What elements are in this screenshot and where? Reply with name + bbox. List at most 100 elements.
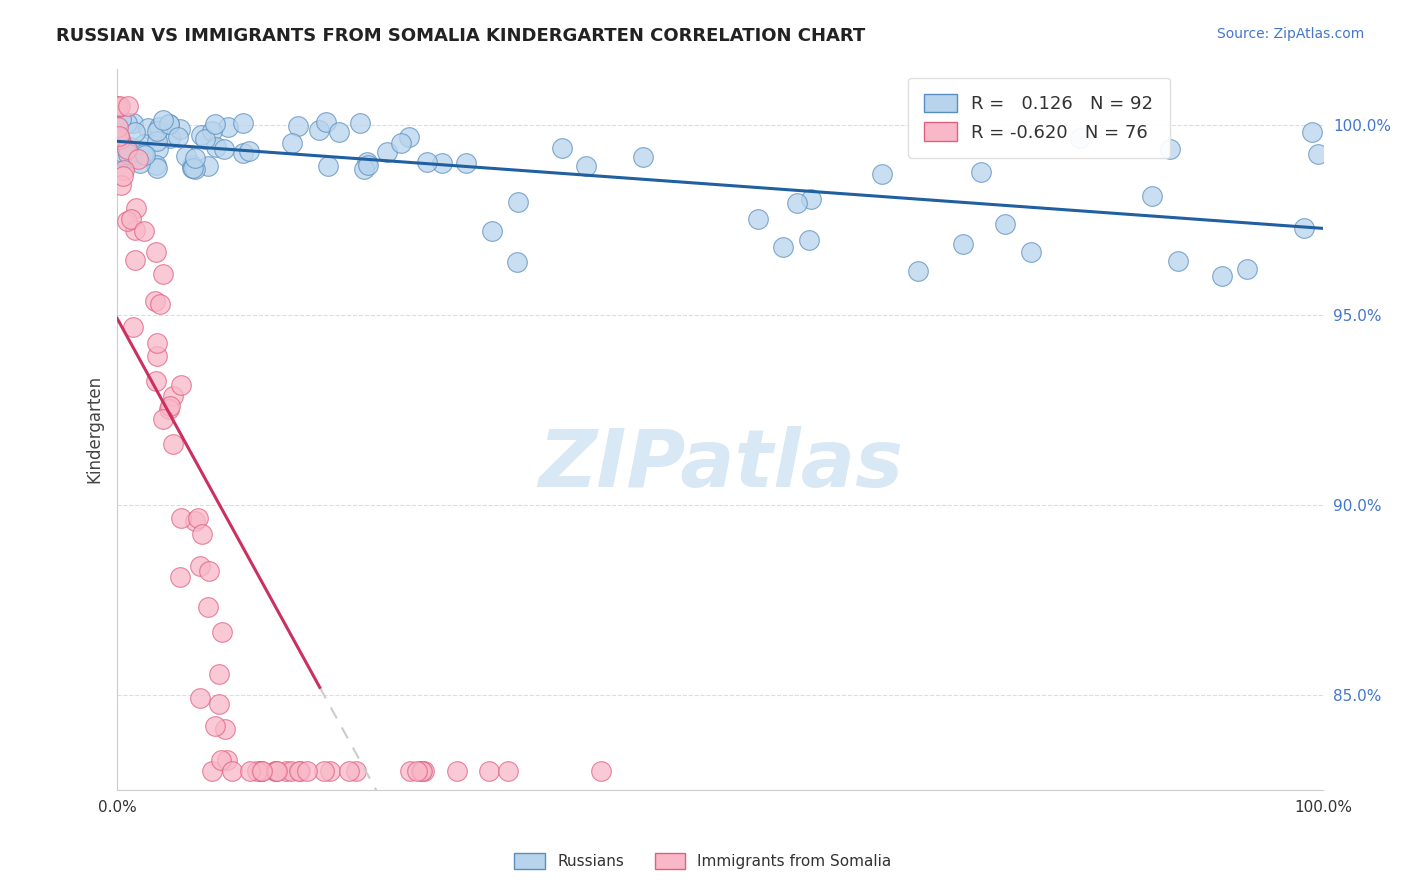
Point xyxy=(221,764,243,778)
Point xyxy=(148,142,170,156)
Point xyxy=(114,163,136,178)
Point xyxy=(110,132,132,146)
Point xyxy=(111,169,134,183)
Point xyxy=(204,719,226,733)
Point xyxy=(398,129,420,144)
Point xyxy=(159,399,181,413)
Point xyxy=(170,511,193,525)
Point xyxy=(146,349,169,363)
Point xyxy=(190,128,212,142)
Point xyxy=(143,294,166,309)
Point xyxy=(166,129,188,144)
Point xyxy=(136,120,159,135)
Point xyxy=(238,145,260,159)
Point xyxy=(318,764,340,778)
Point xyxy=(105,99,128,113)
Point xyxy=(217,120,239,134)
Point xyxy=(212,143,235,157)
Point xyxy=(209,753,232,767)
Point xyxy=(180,161,202,175)
Point xyxy=(250,764,273,778)
Point xyxy=(181,161,204,175)
Point xyxy=(1236,262,1258,277)
Point xyxy=(120,211,142,226)
Point xyxy=(211,624,233,639)
Point xyxy=(205,139,228,153)
Point xyxy=(107,132,129,146)
Point xyxy=(105,135,128,149)
Point xyxy=(506,194,529,209)
Point xyxy=(413,764,436,778)
Point xyxy=(188,690,211,705)
Point xyxy=(108,139,131,153)
Point xyxy=(132,146,155,161)
Point xyxy=(169,378,191,392)
Point xyxy=(197,599,219,614)
Point xyxy=(152,267,174,281)
Point xyxy=(115,214,138,228)
Point xyxy=(118,140,141,154)
Point xyxy=(308,122,330,136)
Point xyxy=(328,125,350,139)
Point xyxy=(184,162,207,177)
Point xyxy=(208,667,231,681)
Point xyxy=(120,146,142,161)
Point xyxy=(145,124,167,138)
Point xyxy=(184,514,207,528)
Point xyxy=(969,165,991,179)
Point xyxy=(124,252,146,267)
Point xyxy=(191,527,214,541)
Point xyxy=(411,764,433,778)
Legend: Russians, Immigrants from Somalia: Russians, Immigrants from Somalia xyxy=(509,847,897,875)
Text: RUSSIAN VS IMMIGRANTS FROM SOMALIA KINDERGARTEN CORRELATION CHART: RUSSIAN VS IMMIGRANTS FROM SOMALIA KINDE… xyxy=(56,27,866,45)
Point xyxy=(786,196,808,211)
Point xyxy=(295,764,318,778)
Point xyxy=(239,764,262,778)
Point xyxy=(315,114,337,128)
Point xyxy=(145,158,167,172)
Point xyxy=(344,764,367,778)
Point xyxy=(416,155,439,169)
Point xyxy=(117,116,139,130)
Point xyxy=(1140,188,1163,202)
Point xyxy=(316,159,339,173)
Point xyxy=(204,118,226,132)
Point xyxy=(132,224,155,238)
Point xyxy=(550,141,572,155)
Point xyxy=(797,233,820,247)
Point xyxy=(183,151,205,165)
Point xyxy=(201,764,224,778)
Point xyxy=(250,764,273,778)
Point xyxy=(108,99,131,113)
Point xyxy=(264,764,287,778)
Point xyxy=(198,564,221,578)
Point xyxy=(174,148,197,162)
Point xyxy=(201,124,224,138)
Point xyxy=(159,130,181,145)
Point xyxy=(337,764,360,778)
Point xyxy=(111,150,134,164)
Point xyxy=(208,698,231,712)
Point xyxy=(389,136,412,151)
Point xyxy=(108,129,131,144)
Point xyxy=(145,374,167,388)
Point xyxy=(127,152,149,166)
Point xyxy=(129,155,152,169)
Point xyxy=(1069,131,1091,145)
Point xyxy=(146,135,169,149)
Point xyxy=(217,753,239,767)
Point xyxy=(481,224,503,238)
Point xyxy=(454,156,477,170)
Point xyxy=(124,223,146,237)
Text: ZIPatlas: ZIPatlas xyxy=(537,426,903,504)
Point xyxy=(115,142,138,156)
Point xyxy=(266,764,288,778)
Point xyxy=(574,159,596,173)
Point xyxy=(145,245,167,260)
Point xyxy=(1301,125,1323,139)
Point xyxy=(197,159,219,173)
Point xyxy=(132,136,155,151)
Point xyxy=(250,764,273,778)
Point xyxy=(1167,254,1189,268)
Point xyxy=(1159,142,1181,156)
